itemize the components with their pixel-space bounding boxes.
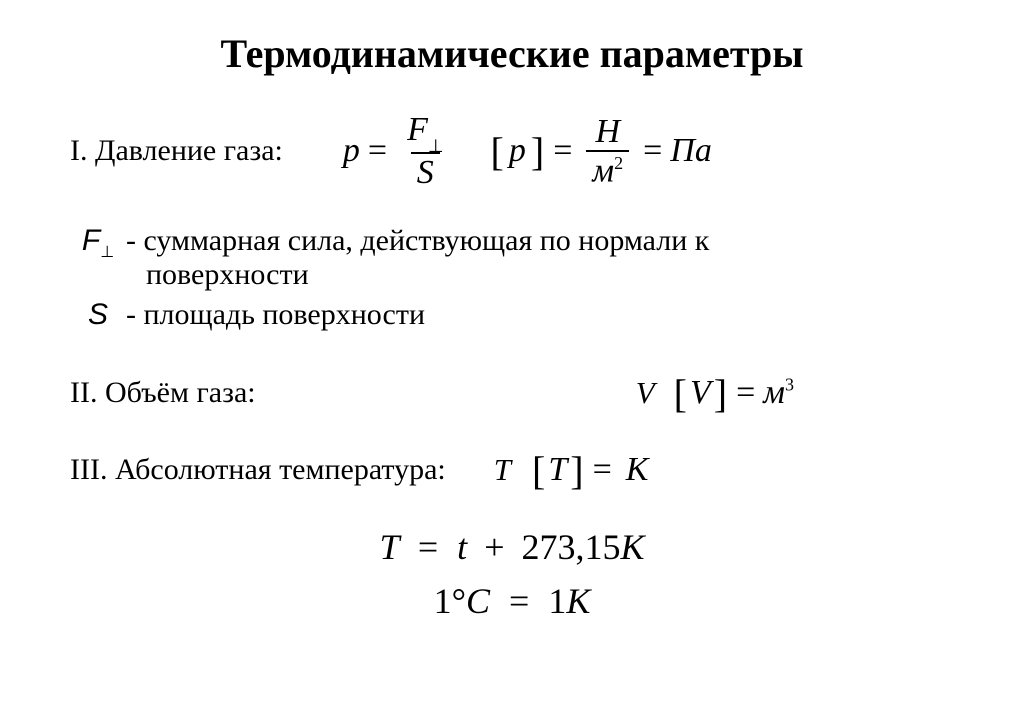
definitions: F⊥ - суммарная сила, действующая по норм…	[70, 224, 954, 332]
def-F-row: F⊥ - суммарная сила, действующая по норм…	[70, 224, 954, 292]
var-V: V	[636, 375, 655, 411]
pressure-dimension: [p] = Н м2 = Па	[490, 115, 712, 188]
def-S-text: - площадь поверхности	[126, 298, 425, 331]
slide: Термодинамические параметры I. Давление …	[0, 0, 1024, 709]
def-F-text1: - суммарная сила, действующая по нормали…	[126, 224, 709, 257]
page-title: Термодинамические параметры	[70, 30, 954, 77]
section-volume-row: II. Объём газа: V [V] = м3	[70, 370, 954, 417]
temperature-dimension: [T] = К	[531, 447, 648, 494]
def-F-text2: поверхности	[146, 258, 309, 291]
section-pressure-row: I. Давление газа: p = F⊥ S [p] = Н м2 = …	[70, 113, 954, 190]
var-T: T	[494, 452, 511, 488]
fraction-F-over-S: F⊥ S	[401, 113, 449, 190]
pressure-label: I. Давление газа:	[70, 134, 283, 168]
var-p: p	[343, 132, 360, 170]
equation-T-kelvin: T = t + 273,15K	[70, 520, 954, 574]
temperature-label: III. Абсолютная температура:	[70, 453, 446, 487]
volume-label: II. Объём газа:	[70, 376, 256, 410]
symbol-S: S	[70, 298, 126, 332]
volume-dimension: [V] = м3	[673, 370, 794, 417]
equations-block: T = t + 273,15K 1°C = 1K	[70, 520, 954, 628]
def-S-row: S - площадь поверхности	[70, 298, 954, 332]
pressure-formula: p = F⊥ S	[343, 113, 456, 190]
symbol-F-perp: F⊥	[70, 224, 126, 262]
equation-celsius-kelvin: 1°C = 1K	[70, 574, 954, 628]
section-temperature-row: III. Абсолютная температура: T [T] = К	[70, 447, 954, 494]
